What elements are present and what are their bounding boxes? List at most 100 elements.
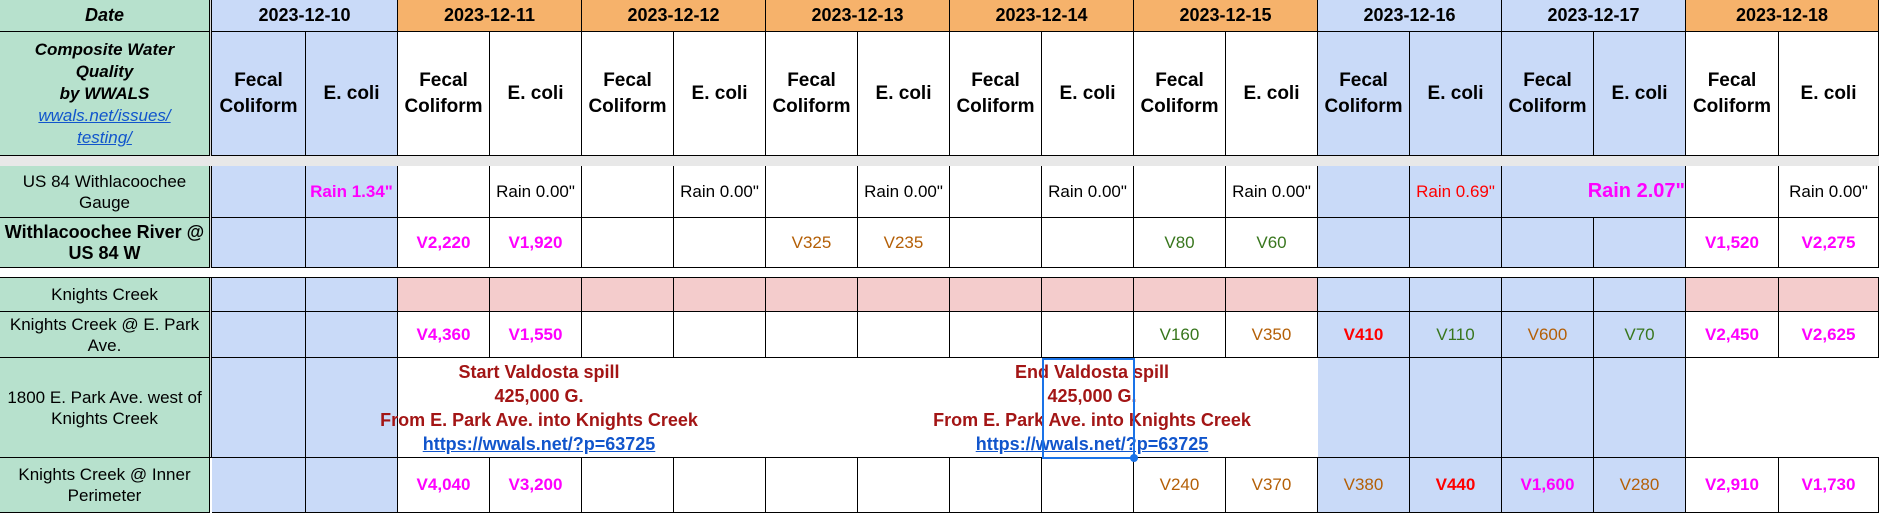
section-cell[interactable] [1410,278,1502,312]
rain-cell[interactable]: Rain 1.34" [306,166,398,218]
measurement-cell[interactable]: V2,220 [398,218,490,268]
section-cell[interactable] [950,278,1042,312]
measurement-cell[interactable]: V1,730 [1779,458,1879,513]
empty-cell[interactable] [674,312,766,358]
testing-link[interactable]: testing/ [77,127,132,147]
empty-cell[interactable] [212,458,306,513]
rain-cell[interactable]: Rain 0.00" [1226,166,1318,218]
measurement-cell[interactable]: V2,450 [1686,312,1779,358]
spill-cell[interactable] [950,358,1042,458]
empty-cell[interactable] [1686,166,1779,218]
empty-cell[interactable] [212,312,306,358]
spill-cell[interactable] [1686,358,1779,458]
measurement-cell[interactable]: V110 [1410,312,1502,358]
measurement-cell[interactable]: V1,550 [490,312,582,358]
section-cell[interactable] [398,278,490,312]
date-header[interactable]: 2023-12-10 [212,0,398,32]
empty-cell[interactable] [582,458,674,513]
spill-cell[interactable] [766,358,858,458]
empty-cell[interactable] [766,458,858,513]
rain-cell[interactable]: Rain 0.00" [674,166,766,218]
spill-cell[interactable] [1594,358,1686,458]
empty-cell[interactable] [950,312,1042,358]
section-cell[interactable] [766,278,858,312]
spill-cell[interactable] [398,358,490,458]
testing-link[interactable]: wwals.net/issues/ [38,105,171,125]
measurement-cell[interactable]: V370 [1226,458,1318,513]
date-header[interactable]: 2023-12-16 [1318,0,1502,32]
empty-cell[interactable] [1134,166,1226,218]
empty-cell[interactable] [674,458,766,513]
measurement-cell[interactable]: V600 [1502,312,1594,358]
section-cell[interactable] [1502,278,1594,312]
spill-cell[interactable] [1134,358,1226,458]
empty-cell[interactable] [950,166,1042,218]
measurement-cell[interactable]: V160 [1134,312,1226,358]
spill-cell[interactable] [1410,358,1502,458]
measurement-cell[interactable]: V240 [1134,458,1226,513]
rain-cell[interactable]: Rain 2.07" [1502,166,1686,218]
section-cell[interactable] [582,278,674,312]
measurement-cell[interactable]: V350 [1226,312,1318,358]
empty-cell[interactable] [674,218,766,268]
rain-cell[interactable]: Rain 0.69" [1410,166,1502,218]
date-header[interactable]: 2023-12-11 [398,0,582,32]
section-cell[interactable] [490,278,582,312]
rain-cell[interactable]: Rain 0.00" [858,166,950,218]
section-cell[interactable] [1686,278,1779,312]
measurement-cell[interactable]: V1,920 [490,218,582,268]
section-cell[interactable] [306,278,398,312]
spill-cell[interactable] [212,358,306,458]
empty-cell[interactable] [1502,218,1594,268]
empty-cell[interactable] [858,458,950,513]
spill-cell[interactable] [1318,358,1410,458]
section-cell[interactable] [674,278,766,312]
section-cell[interactable] [1134,278,1226,312]
spill-cell[interactable] [1502,358,1594,458]
empty-cell[interactable] [582,218,674,268]
section-cell[interactable] [1318,278,1410,312]
rain-cell[interactable]: Rain 0.00" [490,166,582,218]
section-cell[interactable] [1042,278,1134,312]
empty-cell[interactable] [1042,312,1134,358]
section-cell[interactable] [858,278,950,312]
measurement-cell[interactable]: V1,600 [1502,458,1594,513]
empty-cell[interactable] [1318,166,1410,218]
selection-fill-handle[interactable] [1130,454,1138,462]
measurement-cell[interactable]: V325 [766,218,858,268]
empty-cell[interactable] [212,166,306,218]
measurement-cell[interactable]: V380 [1318,458,1410,513]
empty-cell[interactable] [766,166,858,218]
empty-cell[interactable] [1042,458,1134,513]
spill-cell[interactable] [674,358,766,458]
date-header[interactable]: 2023-12-17 [1502,0,1686,32]
rain-cell[interactable]: Rain 0.00" [1042,166,1134,218]
section-cell[interactable] [1594,278,1686,312]
date-header[interactable]: 2023-12-15 [1134,0,1318,32]
empty-cell[interactable] [766,312,858,358]
spill-link[interactable]: https://wwals.net/?p=63725 [422,434,656,454]
empty-cell[interactable] [858,312,950,358]
date-header[interactable]: 2023-12-14 [950,0,1134,32]
spill-cell[interactable] [306,358,398,458]
empty-cell[interactable] [1594,218,1686,268]
measurement-cell[interactable]: V2,910 [1686,458,1779,513]
section-cell[interactable] [212,278,306,312]
measurement-cell[interactable]: V70 [1594,312,1686,358]
measurement-cell[interactable]: V410 [1318,312,1410,358]
empty-cell[interactable] [1410,218,1502,268]
date-header[interactable]: 2023-12-13 [766,0,950,32]
measurement-cell[interactable]: V440 [1410,458,1502,513]
empty-cell[interactable] [582,312,674,358]
spill-cell[interactable] [1226,358,1318,458]
measurement-cell[interactable]: V280 [1594,458,1686,513]
spill-cell[interactable] [490,358,582,458]
empty-cell[interactable] [212,218,306,268]
empty-cell[interactable] [1318,218,1410,268]
rain-cell[interactable]: Rain 0.00" [1779,166,1879,218]
measurement-cell[interactable]: V4,040 [398,458,490,513]
empty-cell[interactable] [950,458,1042,513]
measurement-cell[interactable]: V4,360 [398,312,490,358]
empty-cell[interactable] [306,312,398,358]
date-header[interactable]: 2023-12-12 [582,0,766,32]
